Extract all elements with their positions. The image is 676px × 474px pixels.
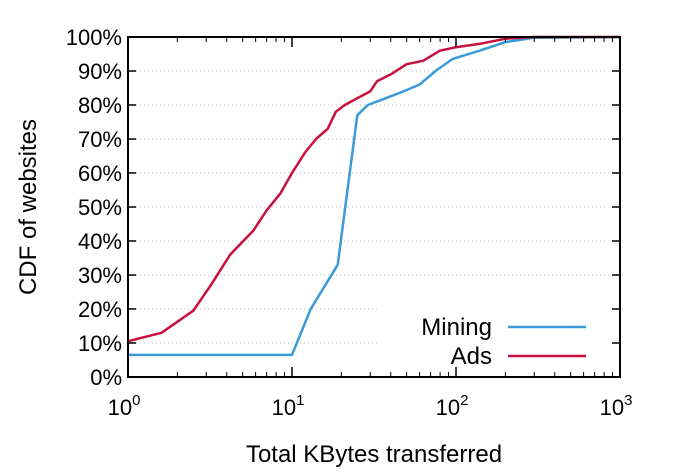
x-axis-label: Total KBytes transferred [246, 441, 502, 468]
legend-background [380, 307, 616, 334]
x-tick-label: 102 [436, 392, 469, 420]
legend-label-ads: Ads [451, 343, 492, 370]
y-tick-label: 0% [90, 365, 122, 390]
legend-label-mining: Mining [421, 314, 492, 341]
x-tick-label: 103 [600, 392, 633, 420]
legend-background [380, 336, 616, 363]
y-tick-label: 60% [78, 161, 122, 186]
x-tick-label: 100 [108, 392, 141, 420]
gridlines [128, 70, 620, 344]
series-line-mining [128, 35, 621, 357]
y-tick-label: 50% [78, 195, 122, 220]
y-tick-label: 20% [78, 297, 122, 322]
series-line-ads [127, 35, 620, 343]
y-tick-label: 30% [78, 263, 122, 288]
x-tick-label: 101 [272, 392, 305, 420]
y-tick-label: 70% [78, 127, 122, 152]
axis-ticks: 0% 10% 20% 30% 40% 50% 60% 70% 80% 90% 100% 100 101 1… [66, 25, 633, 420]
y-tick-label: 90% [78, 59, 122, 84]
y-tick-label: 10% [78, 331, 122, 356]
y-tick-label: 100% [66, 25, 122, 50]
y-axis-label: CDF of websites [15, 119, 42, 295]
y-tick-label: 40% [78, 229, 122, 254]
y-tick-label: 80% [78, 93, 122, 118]
series-lines [127, 35, 621, 357]
